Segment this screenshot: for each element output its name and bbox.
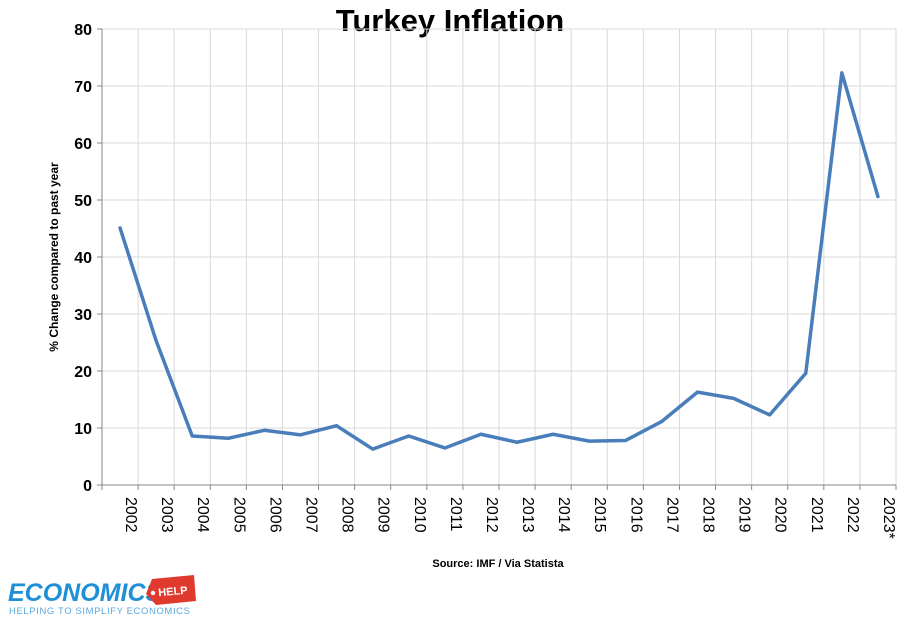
logo-help-tag: HELP [146,575,196,605]
y-tick-label: 50 [74,193,92,210]
data-point [659,420,663,424]
x-tick-label: 2007 [303,497,320,533]
x-tick-label: 2019 [736,497,753,533]
source-note: Source: IMF / Via Statista [432,558,564,570]
chart-title: Turkey Inflation [336,3,565,38]
x-tick-label: 2016 [627,497,644,533]
y-tick-label: 40 [74,250,92,267]
x-tick-label: 2013 [519,497,536,533]
data-point [804,371,808,375]
logo-wordmark: ECONOMICS [8,579,163,607]
x-tick-label: 2006 [266,497,283,533]
x-tick-label: 2015 [591,497,608,533]
y-tick-label: 80 [74,22,92,39]
y-tick-label: 30 [74,307,92,324]
data-point [118,226,122,230]
x-tick-label: 2022 [844,497,861,533]
x-tick-label: 2002 [122,497,139,533]
data-point [768,413,772,417]
x-tick-label: 2010 [411,497,428,533]
x-tick-label: 2009 [375,497,392,533]
axes [97,28,897,490]
data-point [587,439,591,443]
series-inflation [118,71,880,451]
data-point [407,434,411,438]
x-tick-label: 2020 [772,497,789,533]
y-tick-label: 60 [74,136,92,153]
data-point [190,434,194,438]
y-tick-labels: 0 10 20 30 40 50 60 70 80 [74,22,92,495]
data-point [732,396,736,400]
tag-hole-icon [150,590,156,596]
data-point [551,432,555,436]
y-tick-label: 70 [74,79,92,96]
y-tick-label: 10 [74,421,92,438]
x-tick-label: 2012 [483,497,500,533]
tag-icon [146,575,196,605]
y-axis-label: % Change compared to past year [47,162,61,352]
x-tick-label: 2021 [808,497,825,533]
logo-tagline: HELPING TO SIMPLIFY ECONOMICS [9,606,191,617]
x-tick-label: 2004 [194,497,211,533]
data-point [262,428,266,432]
data-point [371,447,375,451]
data-point [443,446,447,450]
data-point [299,433,302,437]
x-tick-label: 2014 [555,497,572,533]
logo-badge-text: HELP [158,585,188,600]
data-point [840,71,844,75]
data-point [154,339,158,343]
x-tick-label: 2017 [663,497,680,533]
x-tick-labels: 2002 2003 2004 2005 2006 2007 2008 2009 2010 2011… [122,497,897,539]
data-point [335,424,339,428]
x-tick-label: 2008 [339,497,356,533]
y-tick-label: 20 [74,364,92,381]
x-tick-label: 2018 [700,497,717,533]
x-tick-label: 2011 [447,497,464,532]
data-point [623,439,627,443]
data-point [876,195,880,199]
x-tick-label: 2005 [230,497,247,533]
data-point [479,432,483,436]
x-tick-label: 2023* [880,497,897,539]
grid-lines [101,28,897,485]
economics-help-logo: ECONOMICS HELP HELPING TO SIMPLIFY ECONO… [8,575,196,617]
data-point [226,436,230,440]
data-point [515,440,519,444]
x-tick-label: 2003 [158,497,175,533]
y-tick-label: 0 [83,478,92,495]
data-point [696,390,699,394]
series-line [118,71,880,451]
